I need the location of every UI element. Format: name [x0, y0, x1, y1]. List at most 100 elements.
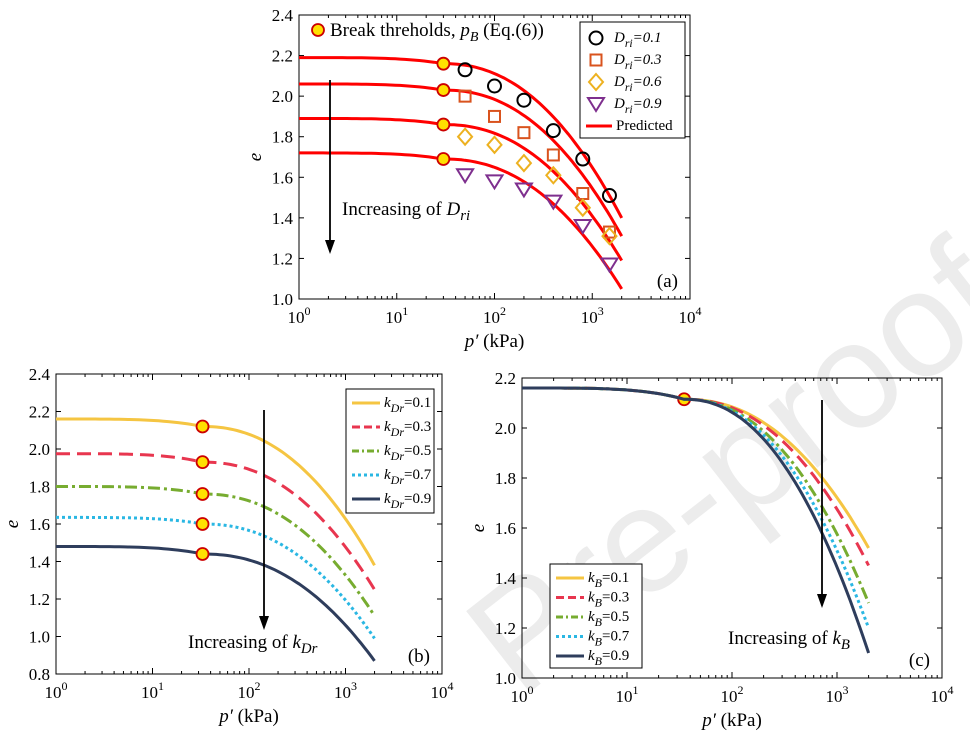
legend-marker-square — [589, 53, 603, 67]
arrow-head — [259, 616, 269, 630]
legend-entry-label: Dri=0.6 — [613, 74, 662, 94]
x-tick-label: 102 — [721, 683, 744, 706]
series-curve — [56, 485, 376, 617]
x-tick-label: 102 — [238, 679, 261, 702]
y-axis-label: e — [2, 520, 23, 528]
legend-entry-label: Dri=0.1 — [613, 30, 662, 50]
legend-marker-circle — [588, 30, 604, 46]
arrow-head — [325, 240, 335, 254]
legend-entry-label: kDr=0.3 — [384, 419, 431, 439]
data-point-diamond — [601, 226, 618, 246]
x-axis-label: p′ (kPa) — [463, 331, 525, 352]
arrow-head — [817, 594, 827, 608]
arrow-label: Increasing of kB — [728, 628, 850, 653]
y-axis-label: e — [245, 153, 266, 161]
x-tick-label: 103 — [581, 304, 604, 327]
x-tick-label: 102 — [483, 304, 506, 327]
x-tick-label: 100 — [45, 679, 68, 702]
y-axis-label: e — [468, 524, 489, 532]
y-tick-label: 2.2 — [272, 47, 293, 66]
data-point-diamond — [456, 127, 474, 147]
legend-entry-label: Dri=0.9 — [613, 96, 662, 116]
x-tick-label: 104 — [931, 683, 954, 706]
panel-label: (b) — [408, 646, 430, 667]
x-tick-label: 100 — [288, 304, 311, 327]
y-tick-label: 2.2 — [495, 369, 516, 388]
break-threshold-marker — [436, 152, 451, 166]
data-point-diamond — [486, 135, 503, 155]
legend-entry-label: kB=0.7 — [588, 629, 630, 649]
series-curve — [522, 386, 871, 654]
x-tick-label: 101 — [141, 679, 164, 702]
legend-entry-label: kDr=0.1 — [384, 395, 431, 415]
data-point-circle — [516, 92, 532, 108]
data-point-square — [458, 89, 472, 103]
panel-label: (c) — [909, 650, 930, 671]
data-point-triangle-down — [543, 194, 564, 211]
data-point-triangle-down — [514, 182, 534, 199]
data-point-square — [602, 225, 616, 239]
break-threshold-marker — [311, 23, 325, 37]
legend-entry-label: kB=0.9 — [588, 648, 629, 668]
legend-entry-label: kB=0.3 — [588, 590, 629, 610]
data-point-triangle-down — [484, 174, 505, 191]
data-point-diamond — [574, 198, 592, 218]
legend-entry-label: kB=0.5 — [588, 609, 629, 629]
predicted-curve — [299, 151, 623, 290]
data-point-triangle-down — [455, 168, 475, 185]
break-threshold-marker — [436, 117, 451, 132]
data-point-diamond — [515, 153, 533, 173]
x-tick-label: 104 — [431, 679, 454, 702]
y-tick-label: 1.6 — [29, 515, 50, 534]
y-tick-label: 1.8 — [272, 128, 293, 147]
y-tick-label: 1.4 — [272, 209, 294, 228]
x-tick-label: 101 — [616, 683, 639, 706]
panel-label: (a) — [657, 271, 678, 292]
data-point-circle — [575, 151, 591, 167]
legend-box — [549, 563, 643, 669]
chart-panel-b: 0.8 1.0 1.2 1.4 1.6 1.8 2.0 2.2 2.4 100 101 102 103 1… — [2, 365, 454, 727]
y-tick-label: 2.2 — [29, 403, 50, 422]
y-tick-label: 1.2 — [272, 249, 293, 268]
predicted-curve — [299, 56, 624, 219]
y-tick-label: 2.0 — [272, 87, 293, 106]
legend-box — [579, 21, 686, 139]
y-tick-label: 1.4 — [29, 553, 51, 572]
x-tick-label: 103 — [826, 683, 849, 706]
legend-entry-label: Predicted — [616, 118, 673, 134]
y-tick-label: 1.6 — [272, 168, 293, 187]
predicted-curve — [299, 82, 624, 237]
series-curve — [56, 417, 376, 567]
y-tick-label: 1.2 — [29, 590, 50, 609]
data-point-circle — [487, 78, 502, 94]
break-threshold-marker — [195, 419, 210, 434]
y-tick-label: 1.4 — [495, 569, 517, 588]
x-axis-label: p′ (kPa) — [217, 706, 279, 727]
legend-entry-label: Dri=0.3 — [613, 52, 662, 72]
data-point-diamond — [545, 165, 562, 185]
x-tick-label: 104 — [679, 304, 702, 327]
series-curve — [56, 452, 376, 591]
legend-entry-label: kB=0.1 — [588, 570, 629, 590]
arrow-label: Increasing of Dri — [342, 199, 470, 224]
y-tick-label: 2.0 — [495, 419, 516, 438]
y-tick-label: 1.0 — [272, 290, 293, 309]
break-threshold-marker — [195, 487, 210, 501]
series-curve — [56, 515, 376, 640]
data-point-triangle-down — [572, 218, 593, 235]
chart-panel-a: 1.0 1.2 1.4 1.6 1.8 2.0 2.2 2.4 100 101 102 103 104 p… — [245, 6, 702, 352]
data-point-square — [517, 126, 531, 140]
y-tick-label: 0.8 — [29, 665, 50, 684]
x-axis-label: p′ (kPa) — [700, 710, 762, 731]
data-point-circle — [457, 62, 473, 78]
legend-entry-label: kDr=0.5 — [384, 443, 431, 463]
y-tick-label: 2.0 — [29, 440, 50, 459]
data-point-circle — [601, 188, 617, 204]
y-tick-label: 1.8 — [495, 469, 516, 488]
watermark-text: Pre-proof — [436, 208, 970, 726]
break-threshold-note: Break threholds, pB (Eq.(6)) — [330, 20, 544, 45]
chart-panel-c: 1.0 1.2 1.4 1.6 1.8 2.0 2.2 100 101 102 103 104 p′ (… — [468, 369, 954, 731]
data-point-square — [546, 148, 560, 162]
break-threshold-marker — [195, 547, 210, 561]
